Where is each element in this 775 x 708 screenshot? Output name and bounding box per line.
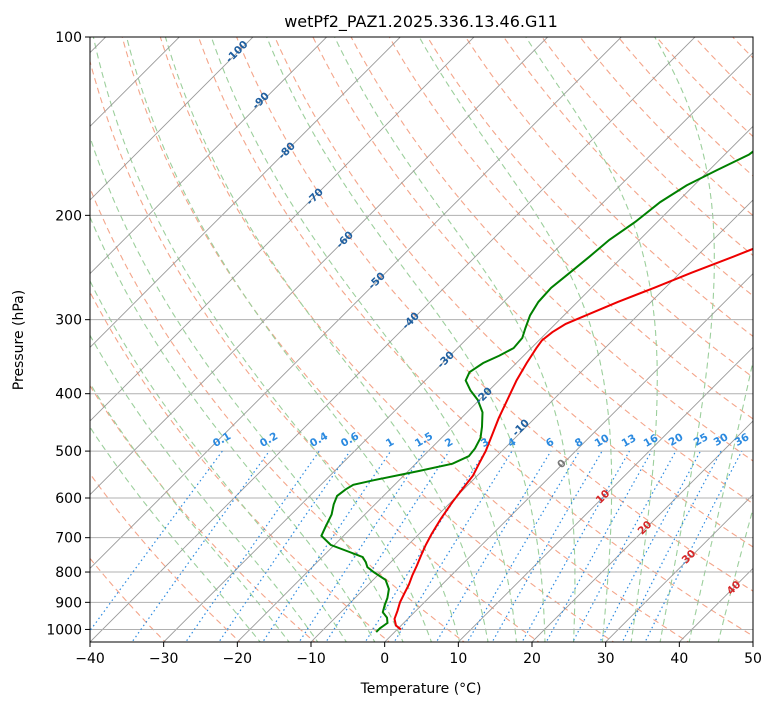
moist-adiabat-line xyxy=(90,215,376,642)
dry-adiabat-line xyxy=(464,37,753,338)
mixing-ratio-line xyxy=(521,450,631,642)
isotherm-line xyxy=(310,199,753,642)
y-tick-label: 300 xyxy=(55,313,82,329)
x-tick-label: −10 xyxy=(296,651,326,667)
mixing-ratio-line xyxy=(621,450,722,642)
x-tick-label: 20 xyxy=(523,651,541,667)
y-axis-label: Pressure (hPa) xyxy=(11,290,27,390)
dry-adiabat-line xyxy=(758,24,775,645)
y-tick-label: 500 xyxy=(55,444,82,460)
y-tick-label: 800 xyxy=(55,565,82,581)
x-tick-label: 0 xyxy=(380,651,389,667)
plot-frame xyxy=(89,36,754,643)
x-tick-label: −20 xyxy=(223,651,253,667)
isotherm-line xyxy=(236,125,753,642)
mixing-ratio-line xyxy=(466,450,580,642)
isotherm-line xyxy=(90,37,254,201)
y-tick-label: 900 xyxy=(55,595,82,611)
dry-adiabat-line xyxy=(312,37,753,505)
dry-adiabat-line xyxy=(236,37,753,592)
x-tick-label: 30 xyxy=(597,651,615,667)
isotherms xyxy=(90,37,753,642)
isotherm-line xyxy=(384,273,753,642)
y-tick-label: 700 xyxy=(55,531,82,547)
isotherm-line xyxy=(605,494,753,642)
dry-adiabat-line xyxy=(274,37,753,548)
x-axis-label: Temperature (°C) xyxy=(360,681,482,697)
dewpoint-profile-line xyxy=(320,150,753,633)
isotherm-line xyxy=(90,37,475,422)
profile-series xyxy=(320,150,753,633)
chart-title: wetPf2_PAZ1.2025.336.13.46.G11 xyxy=(284,12,558,32)
mixing-ratio-line xyxy=(393,450,513,642)
mixing-ratio-line xyxy=(644,450,743,642)
x-tick-label: 50 xyxy=(744,651,762,667)
mixing-ratio-line xyxy=(298,450,425,642)
x-tick-label: −40 xyxy=(75,651,105,667)
dry-adiabat-line xyxy=(503,37,753,297)
y-tick-label: 400 xyxy=(55,387,82,403)
dry-adiabat-line xyxy=(350,37,753,462)
dry-adiabat-line xyxy=(426,37,753,379)
x-tick-label: −30 xyxy=(149,651,179,667)
isotherm-line xyxy=(457,346,753,642)
mixing-ratio-line xyxy=(325,450,450,642)
isotherm-line xyxy=(752,641,753,642)
y-tick-label: 200 xyxy=(55,208,82,224)
axis-ticks: −40 −30 −20 −10 0 10 20 30 40 50 1000 900 800 700 600 5… xyxy=(46,30,762,667)
temperature-profile-line xyxy=(393,247,753,631)
isotherm-line xyxy=(90,37,696,642)
mixing-ratio-line xyxy=(262,450,392,642)
isotherm-line xyxy=(90,37,549,496)
mixing-ratio-line xyxy=(218,450,351,642)
isotherm-line xyxy=(163,52,753,642)
dry-adiabat-line xyxy=(197,37,753,637)
isotherm-line xyxy=(90,37,401,348)
y-tick-label: 1000 xyxy=(46,622,82,638)
isotherm-line xyxy=(90,37,328,275)
isotherm-line xyxy=(531,420,753,642)
dry-adiabat-line xyxy=(159,37,690,642)
x-tick-label: 10 xyxy=(449,651,467,667)
x-tick-label: 40 xyxy=(670,651,688,667)
plot-background xyxy=(90,37,753,642)
dry-adiabat-line xyxy=(388,37,753,420)
mixing-ratio-line xyxy=(491,450,603,642)
mixing-ratio-line xyxy=(90,450,223,632)
isotherm-line xyxy=(90,37,622,569)
mixing-ratio-line xyxy=(435,450,552,642)
y-tick-label: 600 xyxy=(55,491,82,507)
y-tick-label: 100 xyxy=(55,30,82,46)
